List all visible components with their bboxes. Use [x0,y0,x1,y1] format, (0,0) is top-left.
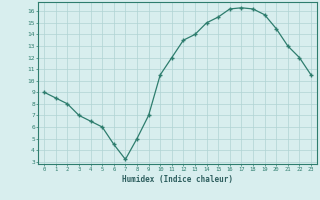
X-axis label: Humidex (Indice chaleur): Humidex (Indice chaleur) [122,175,233,184]
